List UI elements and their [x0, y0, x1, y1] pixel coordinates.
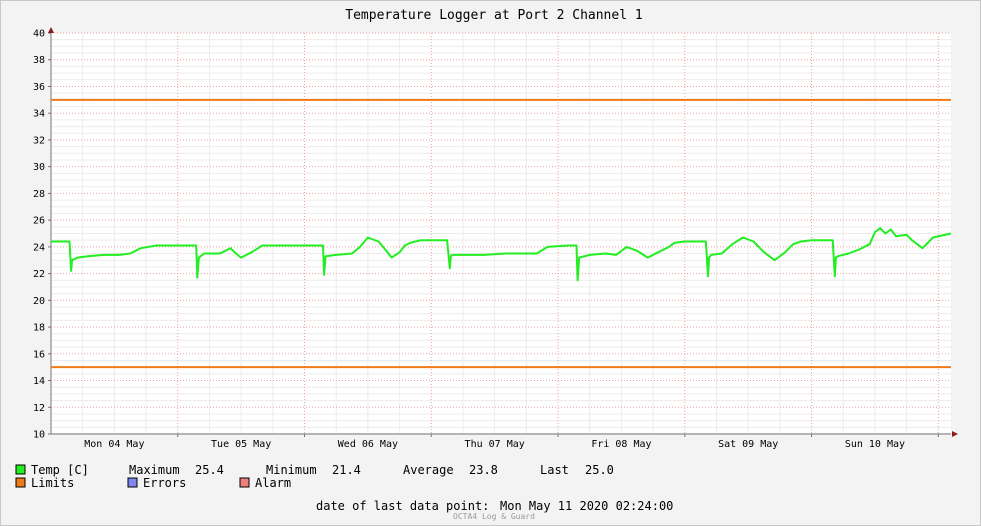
y-tick-label: 18 [33, 323, 45, 334]
watermark: OCTA4 Log & Guard [453, 512, 535, 521]
limits-legend-swatch [15, 477, 26, 488]
legend-limits-label: Limits [31, 476, 74, 490]
y-tick-label: 24 [33, 242, 45, 253]
legend-temp-label: Temp [C] [31, 463, 89, 477]
average-label: Average [403, 463, 454, 477]
minimum-value: 21.4 [332, 463, 361, 477]
y-tick-label: 10 [33, 430, 45, 441]
x-axis-ticks: Mon 04 May Tue 05 May Wed 06 May Thu 07 May… [84, 434, 939, 450]
y-tick-label: 36 [33, 82, 45, 93]
x-tick-label: Wed 06 May [338, 439, 398, 450]
last-data-point-value: Mon May 11 2020 02:24:00 [500, 499, 673, 513]
series-layer [51, 227, 952, 282]
y-axis-ticks: 10 12 14 16 18 20 22 24 26 28 30 32 34 36 38 40 [33, 29, 51, 441]
chart-title: Temperature Logger at Port 2 Channel 1 [345, 8, 642, 23]
x-tick-label: Fri 08 May [591, 439, 651, 450]
y-tick-label: 34 [33, 109, 45, 120]
y-tick-label: 28 [33, 189, 45, 200]
y-tick-label: 22 [33, 269, 45, 280]
last-value: 25.0 [585, 463, 614, 477]
maximum-value: 25.4 [195, 463, 224, 477]
major-gridlines [51, 32, 951, 435]
y-axis-arrow-icon [48, 27, 54, 33]
x-tick-label: Thu 07 May [465, 439, 525, 450]
y-tick-label: 12 [33, 403, 45, 414]
y-tick-label: 14 [33, 376, 45, 387]
legend: Temp [C] Maximum 25.4 Minimum 21.4 Avera… [15, 463, 614, 490]
y-tick-label: 30 [33, 162, 45, 173]
y-tick-label: 32 [33, 135, 45, 146]
x-tick-label: Tue 05 May [211, 439, 271, 450]
last-data-point-label: date of last data point: [316, 499, 489, 513]
minor-gridlines [51, 33, 951, 434]
x-axis-arrow-icon [952, 431, 958, 437]
legend-errors-label: Errors [143, 476, 186, 490]
legend-alarm-label: Alarm [255, 476, 291, 490]
y-tick-label: 20 [33, 296, 45, 307]
y-tick-label: 16 [33, 349, 45, 360]
x-tick-label: Sun 10 May [845, 439, 905, 450]
minimum-label: Minimum [266, 463, 317, 477]
last-label: Last [540, 463, 569, 477]
alarm-legend-swatch [239, 477, 250, 488]
x-tick-label: Sat 09 May [718, 439, 778, 450]
x-tick-label: Mon 04 May [84, 439, 144, 450]
temp-series-line [51, 227, 952, 282]
temp-legend-swatch [15, 464, 26, 475]
y-tick-label: 38 [33, 55, 45, 66]
maximum-label: Maximum [129, 463, 180, 477]
y-tick-label: 40 [33, 29, 45, 40]
average-value: 23.8 [469, 463, 498, 477]
errors-legend-swatch [127, 477, 138, 488]
y-tick-label: 26 [33, 216, 45, 227]
